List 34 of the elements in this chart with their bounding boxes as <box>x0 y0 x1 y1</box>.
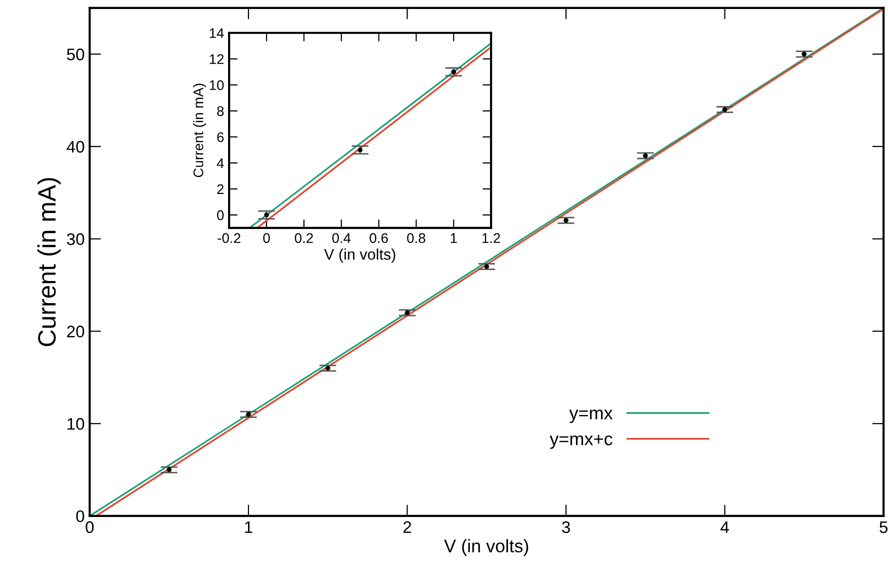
y-tick-label: 0 <box>217 210 224 220</box>
x-tick-label: 0 <box>263 233 270 243</box>
x-tick-label: 0 <box>86 521 94 534</box>
y-axis-title: Current (in mA) <box>37 178 61 346</box>
x-tick-label: 2 <box>403 521 412 533</box>
y-tick-label: 8 <box>217 106 224 116</box>
y-tick-label: 14 <box>210 28 224 38</box>
y-tick-label: 10 <box>68 418 84 430</box>
y-tick-label: 50 <box>66 48 84 60</box>
y-tick-label: 30 <box>66 233 84 246</box>
x-axis-title: V (in volts) <box>324 248 396 263</box>
y-tick-label: 10 <box>210 80 224 90</box>
y-tick-label: 4 <box>216 158 224 168</box>
y-tick-label: 2 <box>217 184 224 194</box>
x-axis-title: V (in volts) <box>444 539 528 556</box>
x-tick-label: 1 <box>245 521 252 533</box>
x-tick-label: 4 <box>720 521 729 533</box>
x-tick-label: 0.8 <box>407 233 426 243</box>
y-tick-label: 0 <box>76 510 84 522</box>
x-tick-label: 0.4 <box>332 233 351 243</box>
y-tick-label: 20 <box>67 326 84 338</box>
x-tick-label: -0.2 <box>218 233 240 243</box>
x-tick-label: 0.2 <box>294 233 313 243</box>
y-tick-label: 40 <box>66 140 84 153</box>
y-tick-label: 12 <box>210 54 224 64</box>
x-tick-label: 1.2 <box>482 233 500 243</box>
x-tick-label: 5 <box>880 521 888 534</box>
y-tick-label: 6 <box>217 132 224 142</box>
legend-label: y=mx <box>569 410 613 424</box>
x-tick-label: 1 <box>450 233 457 243</box>
y-axis-title: Current (in mA) <box>193 84 206 178</box>
x-tick-label: 0.6 <box>370 233 388 243</box>
x-tick-label: 3 <box>562 521 570 534</box>
legend-label: y=mx+c <box>550 434 612 449</box>
